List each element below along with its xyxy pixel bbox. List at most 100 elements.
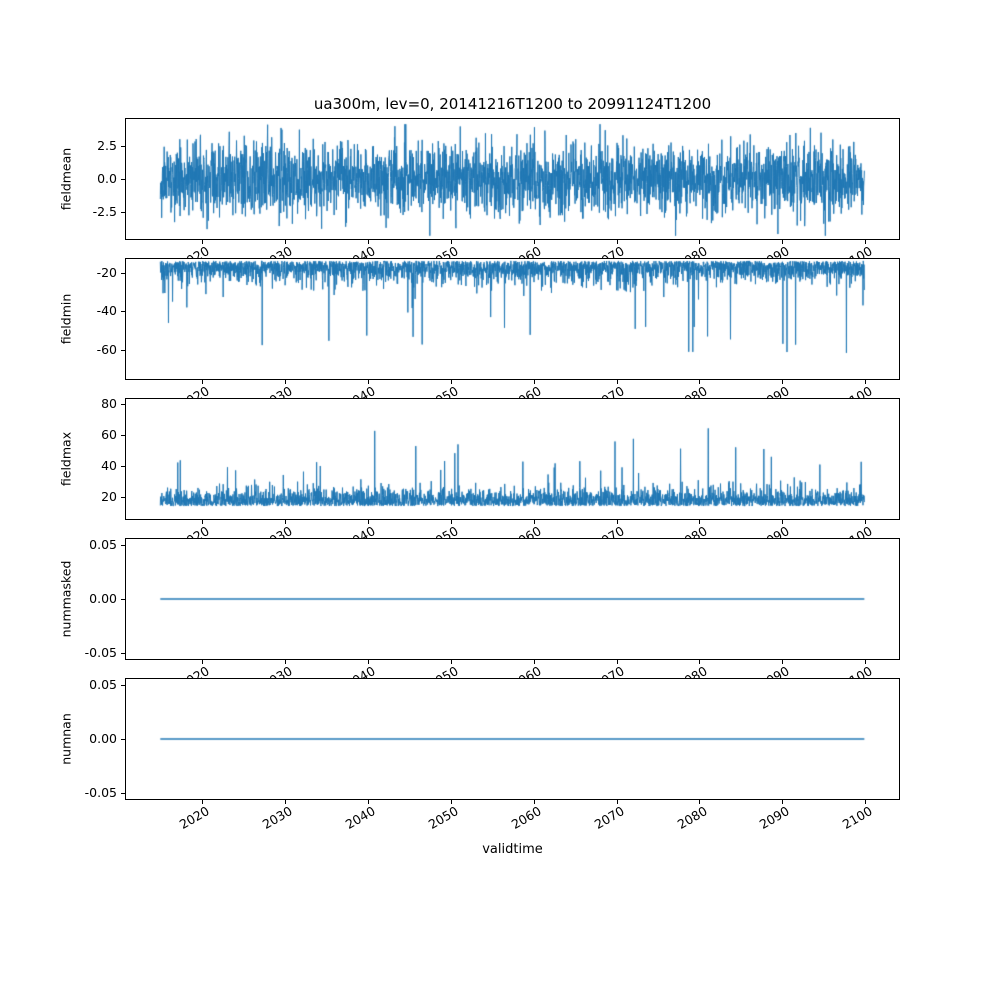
x-tick-mark (782, 240, 783, 244)
x-tick-mark (451, 380, 452, 384)
y-tick-mark (121, 545, 125, 546)
x-tick-mark (285, 660, 286, 664)
x-tick-mark (865, 520, 866, 524)
series-line-canvas-numnan (126, 679, 899, 799)
x-tick-mark (699, 380, 700, 384)
axes-numnan (125, 678, 900, 800)
y-tick-label: 0.05 (89, 537, 117, 552)
y-tick-mark (121, 497, 125, 498)
x-tick-mark (202, 380, 203, 384)
y-tick-label: 0.0 (97, 171, 117, 186)
x-tick-label: 2050 (425, 803, 461, 833)
axes-nummasked (125, 538, 900, 660)
x-tick-label: 2090 (757, 803, 793, 833)
x-tick-mark (617, 240, 618, 244)
y-tick-mark (121, 435, 125, 436)
axes-fieldmax (125, 398, 900, 520)
x-tick-label: 2060 (508, 803, 544, 833)
y-tick-label: -20 (96, 265, 117, 280)
x-tick-mark (368, 520, 369, 524)
x-tick-mark (451, 660, 452, 664)
x-tick-mark (782, 380, 783, 384)
x-tick-mark (699, 240, 700, 244)
x-tick-label: 2080 (674, 803, 710, 833)
y-tick-mark (121, 179, 125, 180)
y-tick-mark (121, 212, 125, 213)
x-tick-mark (285, 520, 286, 524)
x-tick-mark (699, 660, 700, 664)
y-tick-label: 0.00 (89, 591, 117, 606)
y-tick-mark (121, 273, 125, 274)
y-tick-mark (121, 466, 125, 467)
y-tick-label: 60 (101, 427, 117, 442)
x-tick-mark (865, 800, 866, 804)
y-tick-mark (121, 599, 125, 600)
y-tick-mark (121, 404, 125, 405)
x-tick-mark (202, 800, 203, 804)
y-tick-label: 0.00 (89, 731, 117, 746)
y-tick-label: -60 (96, 342, 117, 357)
x-tick-label: 2100 (840, 803, 876, 833)
y-tick-label: 2.5 (97, 138, 117, 153)
x-tick-mark (285, 800, 286, 804)
x-tick-mark (617, 800, 618, 804)
x-tick-label: 2020 (177, 803, 213, 833)
series-line-canvas-fieldmin (126, 259, 899, 379)
x-tick-label: 2040 (342, 803, 378, 833)
x-tick-mark (617, 660, 618, 664)
x-tick-mark (202, 660, 203, 664)
x-tick-mark (865, 240, 866, 244)
y-tick-label: 0.05 (89, 677, 117, 692)
x-tick-label: 2070 (591, 803, 627, 833)
x-tick-mark (699, 520, 700, 524)
x-axis-label: validtime (482, 842, 543, 857)
x-tick-mark (285, 240, 286, 244)
series-line-canvas-fieldmax (126, 399, 899, 519)
x-tick-mark (534, 800, 535, 804)
x-tick-mark (782, 800, 783, 804)
y-tick-label: 40 (101, 458, 117, 473)
x-tick-mark (782, 520, 783, 524)
y-tick-label: -0.05 (84, 645, 117, 660)
x-tick-mark (865, 660, 866, 664)
y-tick-label: -40 (96, 303, 117, 318)
x-tick-mark (368, 380, 369, 384)
y-tick-mark (121, 653, 125, 654)
x-tick-mark (617, 520, 618, 524)
x-tick-mark (451, 520, 452, 524)
x-tick-mark (617, 380, 618, 384)
x-tick-mark (451, 240, 452, 244)
y-tick-mark (121, 739, 125, 740)
figure-title: ua300m, lev=0, 20141216T1200 to 20991124… (313, 95, 712, 113)
x-tick-mark (534, 520, 535, 524)
y-tick-label: -0.05 (84, 785, 117, 800)
y-tick-mark (121, 793, 125, 794)
y-tick-mark (121, 350, 125, 351)
x-tick-mark (534, 240, 535, 244)
x-tick-mark (368, 240, 369, 244)
y-tick-label: 20 (101, 489, 117, 504)
x-tick-mark (451, 800, 452, 804)
x-tick-label: 2030 (259, 803, 295, 833)
y-tick-mark (121, 146, 125, 147)
y-tick-label: 80 (101, 396, 117, 411)
axes-fieldmin (125, 258, 900, 380)
y-axis-label-fieldmin: fieldmin (58, 293, 74, 345)
axes-fieldmean (125, 118, 900, 240)
x-tick-mark (285, 380, 286, 384)
series-line-canvas-fieldmean (126, 119, 899, 239)
x-tick-mark (865, 380, 866, 384)
x-tick-mark (368, 800, 369, 804)
x-tick-mark (534, 660, 535, 664)
x-tick-mark (368, 660, 369, 664)
x-tick-mark (534, 380, 535, 384)
x-tick-mark (699, 800, 700, 804)
y-tick-mark (121, 685, 125, 686)
x-tick-mark (782, 660, 783, 664)
x-tick-mark (202, 240, 203, 244)
x-tick-mark (202, 520, 203, 524)
y-tick-label: -2.5 (92, 204, 117, 219)
series-line-canvas-nummasked (126, 539, 899, 659)
y-tick-mark (121, 311, 125, 312)
